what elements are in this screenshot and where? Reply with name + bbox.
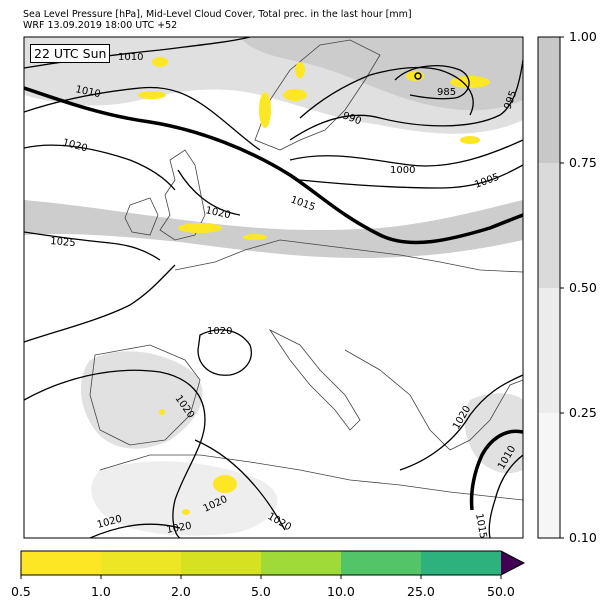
precip-colorbar-segment [21,551,101,575]
precip-colorbar-frame [20,550,526,576]
isobar-1010 [24,86,261,151]
precip-colorbar [20,550,526,579]
cloud-colorbar-tick-label: 0.50 [569,280,597,295]
isobar-label: 1025 [50,236,76,249]
precip-colorbar-tick-label: 25.0 [407,584,435,599]
precip-cell [259,92,271,128]
coastline-scandinavia [254,39,381,151]
isobar-1015-east [469,429,523,511]
coastline-iberia [89,344,201,446]
coastline-north-africa [99,454,523,501]
precip-colorbar-tick-label: 0.5 [11,584,31,599]
isobar-990 [299,66,474,119]
isobar-label: 1020 [207,326,232,337]
isobar-label: 1020 [204,205,231,221]
precip-cell [182,509,190,515]
precip-cell [213,475,237,493]
low-pressure-center [414,72,422,80]
isobar-1015 [24,86,523,245]
precip-cell [243,234,267,240]
coastline-ireland [124,197,159,236]
precip-colorbar-tick-label: 10.0 [327,584,355,599]
isobar-1000 [289,139,523,167]
isobar-1005 [299,164,523,189]
precip-colorbar-extend-arrow [501,551,524,575]
map-panel: 1010 1010 1020 1025 1020 1015 990 985 99… [24,37,523,540]
precip-cell [283,89,307,101]
precip-colorbar-segment [341,551,421,575]
precip-cell [295,62,305,78]
isobar-1025 [24,231,161,261]
precip-colorbar-tick-label: 2.0 [171,584,191,599]
cloud-colorbar-tick-label: 1.00 [569,29,597,44]
cloud-colorbar-tick-label: 0.75 [569,155,597,170]
isobar-1020-east [399,374,523,471]
precip-cell [159,409,165,415]
precipitation-layer [138,57,490,515]
cloud-colorbar-segment [538,163,560,288]
coastline-balkans [344,349,523,451]
isobar-1020-africa [89,523,181,538]
precip-cell [178,223,222,233]
precip-cell [138,91,166,99]
precip-colorbar-segment [101,551,181,575]
cloud-band-main [24,200,523,258]
cloud-colorbar-segment [538,413,560,538]
isobar-1020-uk [177,169,241,216]
precip-cell [450,76,490,88]
chart-subtitle: WRF 13.09.2019 18:00 UTC +52 [23,20,178,31]
isobar-995 [289,59,523,141]
coastline-layer [89,39,523,501]
cloud-cover-layer [24,37,523,536]
precip-cell [460,136,480,144]
isobar-label: 1015 [473,513,488,540]
precip-colorbar-tick-label: 50.0 [487,584,515,599]
isobar-985 [394,65,470,100]
precip-colorbar-tick-label: 5.0 [251,584,271,599]
cloud-colorbar-tick-label: 0.10 [569,530,597,545]
cloud-area-east-med [464,393,523,474]
isobar-label: 1020 [166,521,193,536]
isobar-label: 1000 [390,165,415,176]
cloud-colorbar-segment [538,37,560,163]
precip-colorbar-segment [181,551,261,575]
isobar-1020-south [194,439,286,531]
map-frame [23,36,524,539]
cloud-colorbar-tick-label: 0.25 [569,405,597,420]
isobar-1020-west [24,144,176,191]
isobar-label: 1010 [118,52,143,63]
precip-colorbar-segment [261,551,341,575]
cloud-area-north-dense [240,37,523,111]
precip-cell [152,57,168,67]
isobar-1020-alps [197,329,252,376]
precip-colorbar-segment [421,551,501,575]
isobar-label: 985 [437,87,456,98]
isobar-layer [24,37,523,538]
coastline-uk [159,149,206,241]
cloud-colorbar [537,36,564,539]
coastline-italy [268,328,361,431]
isobar-1020-iberia [24,369,206,538]
isobar-1020-center [24,264,176,343]
time-badge: 22 UTC Sun [30,44,111,63]
coastline-continent [174,239,523,273]
isobar-label: 1010 [74,84,101,100]
cloud-colorbar-segment [538,288,560,413]
isobar-1010-east [488,454,523,538]
precip-colorbar-tick-label: 1.0 [91,584,111,599]
chart-title: Sea Level Pressure [hPa], Mid-Level Clou… [23,9,412,20]
